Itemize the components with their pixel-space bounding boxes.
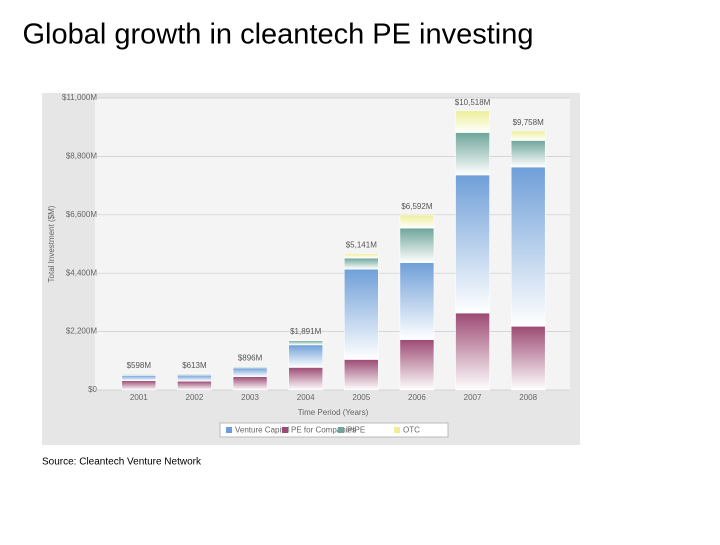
bar-segment: [177, 375, 211, 381]
bar-segment: [456, 133, 490, 175]
x-tick-label: 2008: [519, 393, 537, 402]
source: Source: Cleantech Venture Network: [42, 457, 202, 468]
bar-segment: [456, 111, 490, 133]
bar-segment: [289, 367, 323, 390]
bar-segment: [233, 368, 267, 377]
legend-label: OTC: [403, 426, 420, 435]
bar-segment: [177, 381, 211, 390]
bar-segment: [289, 341, 323, 345]
legend-label: PIPE: [347, 426, 365, 435]
bar-segment: [400, 340, 434, 390]
legend-swatch: [282, 427, 288, 433]
bar-segment: [344, 269, 378, 359]
legend-swatch: [226, 427, 232, 433]
total-label: $10,518M: [455, 98, 491, 107]
bar-segment: [122, 381, 156, 390]
x-tick-label: 2006: [408, 393, 426, 402]
total-label: $9,758M: [513, 118, 544, 127]
bar-segment: [511, 131, 545, 141]
bar-segment: [233, 377, 267, 390]
legend-swatch: [394, 427, 400, 433]
bar-segment: [400, 228, 434, 263]
bar-segment: [344, 359, 378, 390]
y-tick-label: $11,000M: [62, 93, 97, 102]
legend-label: Venture Capital: [235, 426, 290, 435]
plot-area: [95, 98, 570, 390]
bar-segment: [400, 263, 434, 340]
x-tick-label: 2001: [130, 393, 148, 402]
bar-segment: [289, 340, 323, 341]
x-tick-label: 2004: [297, 393, 315, 402]
chart-title: Global growth in cleantech PE investing: [22, 19, 533, 51]
bar-segment: [289, 345, 323, 368]
x-axis-label: Time Period (Years): [298, 408, 369, 417]
x-tick-label: 2002: [186, 393, 204, 402]
y-axis-label: Total Investment ($M): [47, 205, 56, 282]
total-label: $1,891M: [290, 327, 321, 336]
bar-segment: [456, 313, 490, 390]
legend-swatch: [338, 427, 344, 433]
bar-segment: [511, 167, 545, 326]
total-label: $5,141M: [346, 241, 377, 250]
y-tick-label: $4,400M: [66, 268, 97, 277]
x-tick-label: 2003: [241, 393, 259, 402]
total-label: $613M: [182, 361, 207, 370]
x-tick-label: 2007: [464, 393, 482, 402]
bar-segment: [456, 175, 490, 313]
bar-segment: [511, 140, 545, 167]
y-tick-label: $0: [88, 385, 97, 394]
total-label: $6,592M: [401, 202, 432, 211]
bar-segment: [344, 258, 378, 269]
x-tick-label: 2005: [352, 393, 370, 402]
bar-segment: [400, 215, 434, 228]
y-tick-label: $6,600M: [66, 210, 97, 219]
total-label: $598M: [127, 361, 152, 370]
bar-segment: [344, 254, 378, 259]
total-label: $896M: [238, 353, 263, 362]
bar-segment: [122, 375, 156, 380]
y-tick-label: $8,800M: [66, 152, 97, 161]
bar-segment: [511, 326, 545, 390]
y-tick-label: $2,200M: [66, 327, 97, 336]
